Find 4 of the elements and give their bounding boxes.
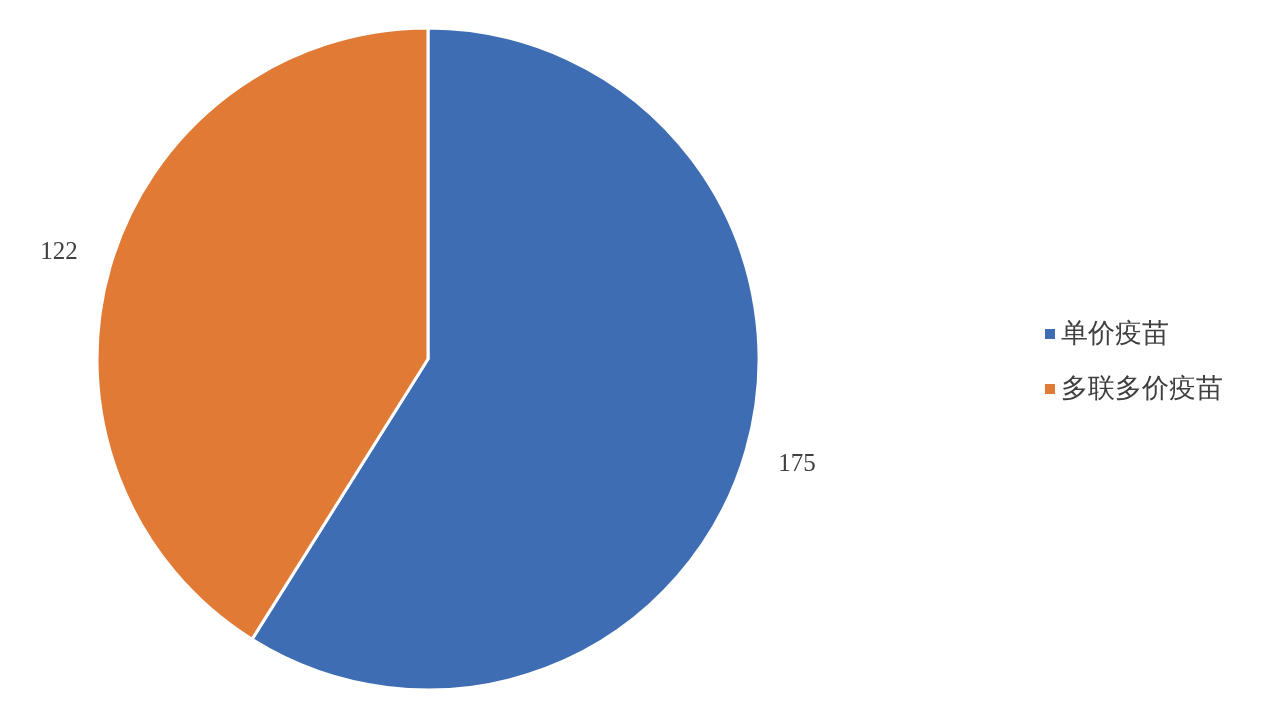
data-label: 122 xyxy=(40,236,78,264)
data-label: 175 xyxy=(778,448,816,476)
legend-label: 单价疫苗 xyxy=(1061,316,1169,348)
legend-label: 多联多价疫苗 xyxy=(1061,371,1223,403)
